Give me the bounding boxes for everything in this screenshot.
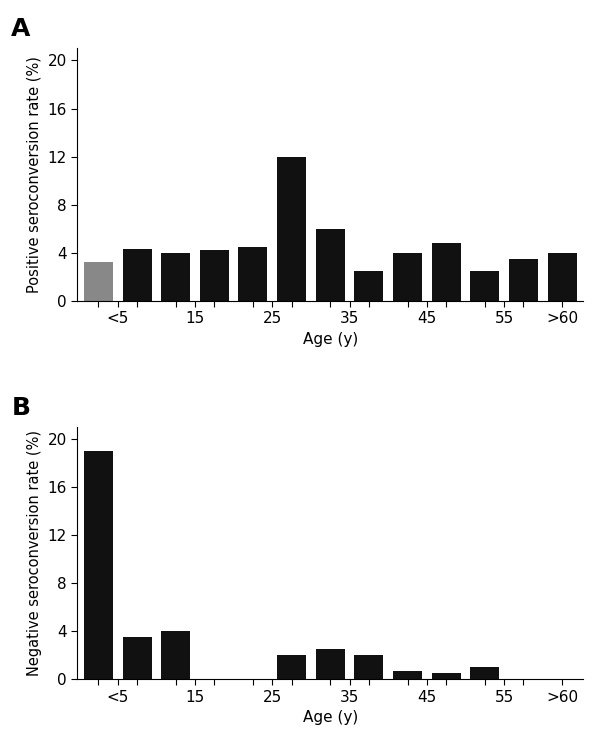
Bar <box>122 637 152 680</box>
Bar <box>84 262 113 301</box>
Bar <box>316 649 345 680</box>
Bar <box>355 655 383 680</box>
Text: B: B <box>11 395 31 419</box>
Bar <box>393 253 422 301</box>
X-axis label: Age (y): Age (y) <box>302 710 358 726</box>
Bar <box>200 250 229 301</box>
Bar <box>238 246 268 301</box>
X-axis label: Age (y): Age (y) <box>302 332 358 347</box>
Bar <box>470 667 499 680</box>
Bar <box>355 271 383 301</box>
Bar <box>431 243 461 301</box>
Bar <box>431 673 461 680</box>
Bar <box>84 451 113 680</box>
Bar <box>393 671 422 680</box>
Y-axis label: Positive seroconversion rate (%): Positive seroconversion rate (%) <box>27 56 42 293</box>
Bar <box>161 631 190 680</box>
Bar <box>509 259 538 301</box>
Bar <box>277 157 306 301</box>
Text: A: A <box>11 17 31 41</box>
Y-axis label: Negative seroconversion rate (%): Negative seroconversion rate (%) <box>27 430 42 676</box>
Bar <box>316 229 345 301</box>
Bar <box>470 271 499 301</box>
Bar <box>277 655 306 680</box>
Bar <box>161 253 190 301</box>
Bar <box>548 253 577 301</box>
Bar <box>122 249 152 301</box>
